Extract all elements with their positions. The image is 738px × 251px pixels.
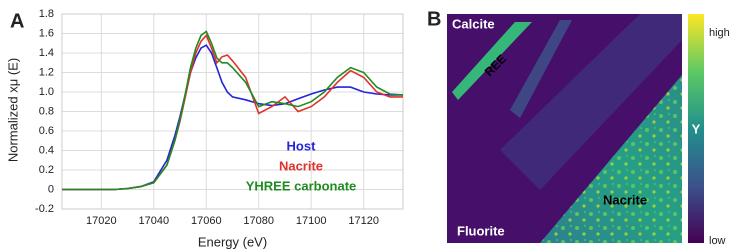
x-tick-label: 17080	[243, 215, 274, 227]
legend-entry: Host	[287, 138, 317, 153]
panel-label: B	[427, 8, 441, 30]
y-tick-label: 1.2	[39, 66, 54, 78]
colorbar-label: low	[709, 235, 726, 247]
legend-entry: Nacrite	[279, 158, 323, 173]
y-tick-label: 0.8	[39, 105, 54, 117]
data-line	[62, 32, 403, 190]
y-tick-label: 1.4	[39, 47, 54, 59]
y-tick-label: 1.6	[39, 27, 54, 39]
panel-label: A	[10, 10, 24, 32]
region-label: Calcite	[452, 16, 495, 31]
colorbar-title: Y	[692, 121, 701, 136]
x-tick-label: 17120	[348, 215, 379, 227]
y-tick-label: -0.2	[35, 203, 54, 215]
x-tick-label: 17040	[139, 215, 170, 227]
x-tick-label: 17100	[296, 215, 327, 227]
legend-entry: YHREE carbonate	[246, 178, 357, 193]
y-tick-label: 0.2	[39, 164, 54, 176]
x-axis-label: Energy (eV)	[198, 234, 267, 249]
colorbar-label: high	[709, 27, 730, 39]
x-tick-label: 17060	[191, 215, 222, 227]
y-tick-label: 1.0	[39, 86, 54, 98]
y-axis-label: Normalized xμ (E)	[5, 58, 20, 162]
y-tick-label: 0.4	[39, 144, 54, 156]
y-tick-label: 1.8	[39, 8, 54, 20]
line-chart: -0.2 0 0.2 0.4 0.6 0.8 1.0 1.2 1.4 1.6 1.8 17020 170…	[5, 8, 403, 250]
map-panel: B Calcite REE Nacrite Fluorite Y high lo…	[427, 8, 730, 247]
x-tick-label: 17020	[86, 215, 117, 227]
data-line	[62, 35, 403, 189]
y-tick-label: 0	[48, 183, 54, 195]
figure: A -0.2 0 0.2 0.4 0.6 0.8 1.0 1.2 1.4 1.6 1.8 17020 1…	[0, 0, 738, 251]
region-label: Nacrite	[603, 192, 647, 207]
region-label: Fluorite	[457, 223, 505, 238]
y-tick-label: 0.6	[39, 125, 54, 137]
